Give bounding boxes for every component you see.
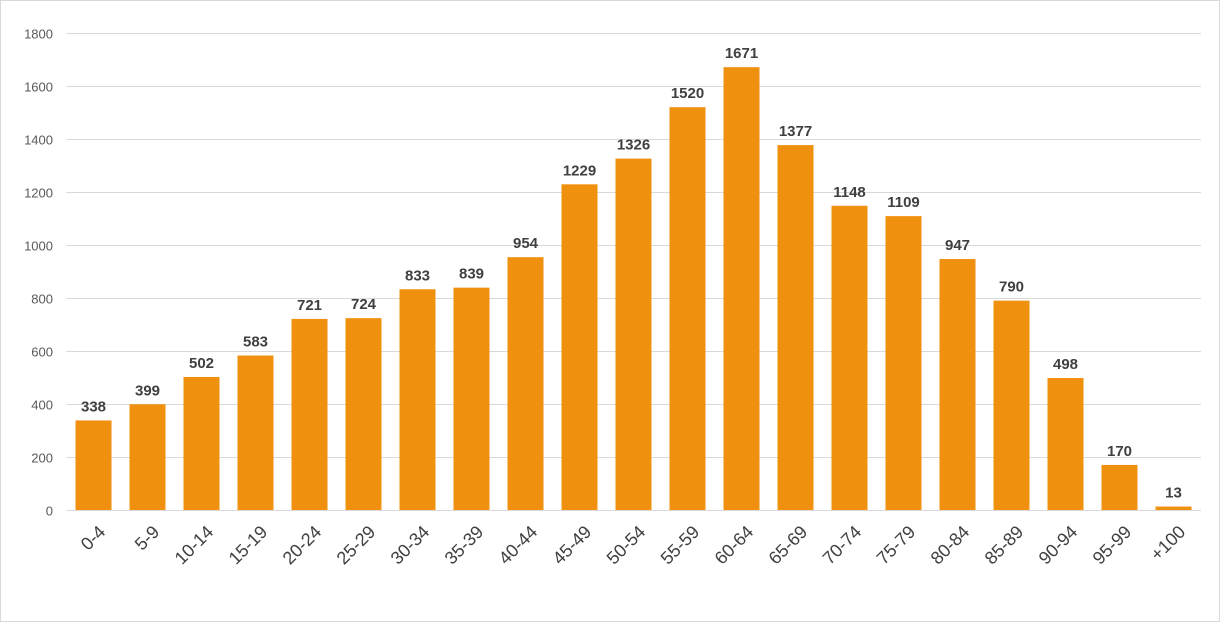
data-label: 1229 — [563, 162, 596, 179]
x-tick-label: 10-14 — [171, 522, 218, 569]
bar-40-44 — [507, 257, 544, 510]
bar-60-64 — [723, 67, 760, 510]
x-tick-label: 50-54 — [603, 522, 650, 569]
data-label: 170 — [1107, 443, 1132, 460]
data-label: 583 — [243, 334, 268, 351]
y-tick-label: 1600 — [24, 80, 53, 95]
bar-95-99 — [1101, 464, 1138, 510]
data-label: 13 — [1165, 485, 1182, 502]
x-tick-label: 95-99 — [1089, 522, 1136, 569]
data-label: 498 — [1053, 356, 1078, 373]
x-tick-label: 30-34 — [387, 522, 434, 569]
data-labels: 338 399 502 583 721 724 833 839 954 1229 1326 1520 1… — [81, 45, 1182, 501]
x-tick-label: 0-4 — [77, 522, 110, 555]
y-tick-label: 200 — [31, 451, 53, 466]
x-tick-label: 55-59 — [657, 522, 704, 569]
x-axis-ticks: 0-4 5-9 10-14 15-19 20-24 25-29 30-34 35-39 40-4… — [77, 522, 1190, 569]
x-tick-label: 20-24 — [279, 522, 326, 569]
data-label: 721 — [297, 297, 322, 314]
bar-+100 — [1155, 506, 1192, 510]
x-tick-label: 90-94 — [1035, 522, 1082, 569]
bar-50-54 — [615, 158, 652, 511]
data-label: 399 — [135, 382, 160, 399]
y-tick-label: 1800 — [24, 27, 53, 42]
x-tick-label: 40-44 — [495, 522, 542, 569]
data-label: 1520 — [671, 85, 704, 102]
data-label: 1109 — [887, 194, 920, 211]
x-tick-label: 60-64 — [711, 522, 758, 569]
x-tick-label: 15-19 — [225, 522, 272, 569]
y-tick-label: 1400 — [24, 133, 53, 148]
y-tick-label: 400 — [31, 398, 53, 413]
y-axis-ticks: 0 200 400 600 800 1000 1200 1400 1600 1800 — [24, 27, 53, 519]
y-tick-label: 1200 — [24, 186, 53, 201]
x-tick-label: +100 — [1147, 522, 1190, 565]
data-label: 954 — [513, 235, 539, 252]
bar-55-59 — [669, 107, 706, 510]
bar-10-14 — [183, 376, 220, 510]
x-tick-label: 5-9 — [131, 522, 164, 555]
bar-70-74 — [831, 205, 868, 510]
bar-45-49 — [561, 184, 598, 510]
y-tick-label: 0 — [46, 504, 53, 519]
data-label: 839 — [459, 266, 484, 283]
bar-25-29 — [345, 318, 382, 510]
bar-75-79 — [885, 216, 922, 511]
y-tick-label: 600 — [31, 345, 53, 360]
data-label: 1326 — [617, 137, 650, 154]
bar-85-89 — [993, 300, 1030, 510]
x-tick-label: 45-49 — [549, 522, 596, 569]
bar-80-84 — [939, 259, 976, 510]
bar-90-94 — [1047, 378, 1084, 510]
data-label: 502 — [189, 355, 214, 372]
data-label: 1671 — [725, 45, 758, 62]
data-label: 947 — [945, 237, 970, 254]
bar-15-19 — [237, 355, 274, 510]
data-label: 338 — [81, 398, 106, 415]
bars — [75, 67, 1192, 511]
data-label: 724 — [351, 296, 377, 313]
data-label: 1377 — [779, 123, 812, 140]
data-label: 1148 — [833, 184, 866, 201]
bar-35-39 — [453, 287, 490, 510]
x-tick-label: 80-84 — [927, 522, 974, 569]
data-label: 790 — [999, 279, 1024, 296]
bar-0-4 — [75, 420, 112, 510]
bar-30-34 — [399, 289, 436, 510]
x-tick-label: 65-69 — [765, 522, 812, 569]
x-tick-label: 85-89 — [981, 522, 1028, 569]
y-tick-label: 1000 — [24, 239, 53, 254]
bar-65-69 — [777, 145, 814, 510]
x-tick-label: 25-29 — [333, 522, 380, 569]
x-tick-label: 75-79 — [873, 522, 920, 569]
x-tick-label: 70-74 — [819, 522, 866, 569]
x-tick-label: 35-39 — [441, 522, 488, 569]
data-label: 833 — [405, 267, 430, 284]
bar-20-24 — [291, 318, 328, 510]
y-tick-label: 800 — [31, 292, 53, 307]
bar-5-9 — [129, 404, 166, 510]
